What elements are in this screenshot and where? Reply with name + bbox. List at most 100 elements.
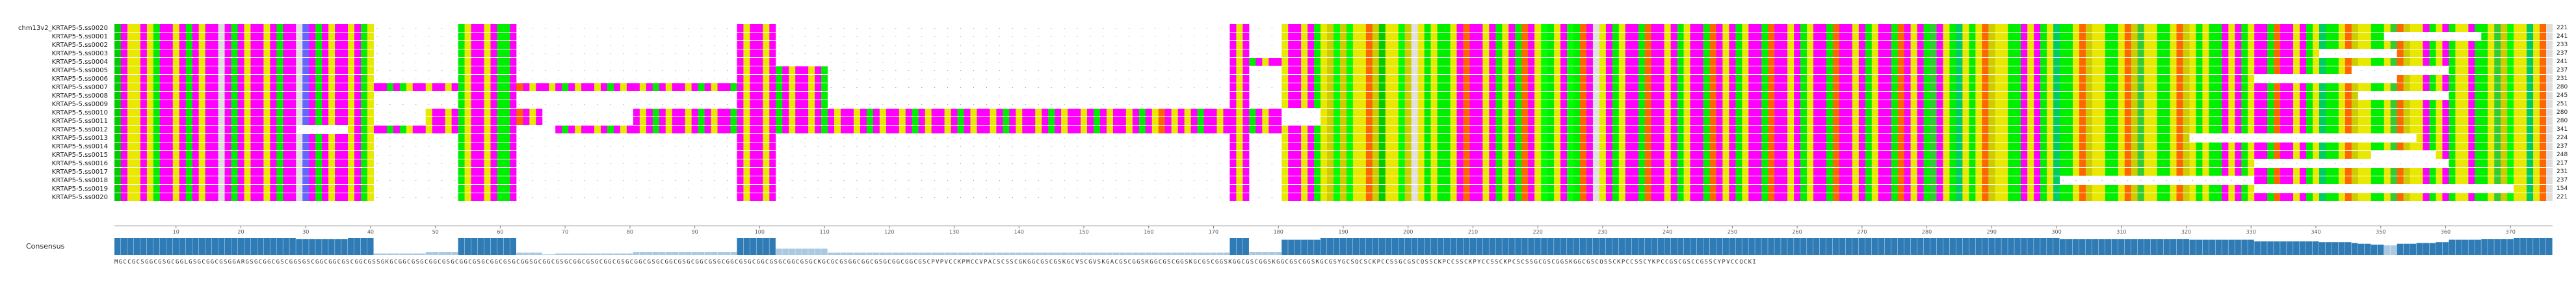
residue-cell (2105, 109, 2112, 116)
residue-cell (2501, 49, 2508, 57)
residue-cell (1988, 58, 1995, 66)
sequence-name[interactable]: KRTAP5-5.ss0005 (51, 67, 108, 74)
residue-cell (2241, 49, 2248, 57)
residue-cell (2351, 109, 2359, 116)
residue-cell (795, 92, 802, 100)
residue-cell (925, 100, 932, 108)
residue-cell (2274, 83, 2281, 91)
residue-cell (2111, 75, 2119, 83)
residue-cell (2533, 49, 2540, 57)
residue-cell (2319, 24, 2326, 32)
sequence-name[interactable]: KRTAP5-5.ss0013 (51, 135, 108, 142)
residue-cell (2449, 58, 2456, 66)
residue-cell (2533, 109, 2540, 116)
residue-cell (510, 117, 517, 125)
residue-cell (1638, 100, 1646, 108)
sequence-name[interactable]: KRTAP5-5.ss0020 (51, 194, 108, 201)
residue-cell (1321, 92, 1328, 100)
residue-cell (2488, 66, 2495, 74)
residue-cell (802, 66, 809, 74)
residue-cell (1930, 75, 1937, 83)
sequence-name[interactable]: KRTAP5-5.ss0007 (51, 84, 108, 91)
alignment-row[interactable] (114, 92, 2553, 100)
residue-cell (1437, 66, 1444, 74)
residue-cell (1826, 66, 1833, 74)
residue-cell (2403, 83, 2410, 91)
residue-cell (1314, 66, 1321, 74)
residue-cell (1314, 100, 1321, 108)
sequence-name[interactable]: KRTAP5-5.ss0018 (51, 177, 108, 184)
residue-cell (1508, 66, 1516, 74)
sequence-name[interactable]: KRTAP5-5.ss0016 (51, 160, 108, 167)
alignment-row[interactable] (114, 109, 2553, 116)
residue-cell (1042, 58, 1049, 66)
residue-cell (2371, 100, 2378, 108)
alignment-row[interactable] (114, 100, 2553, 108)
residue-cell (2170, 41, 2177, 49)
sequence-name[interactable]: KRTAP5-5.ss0019 (51, 185, 108, 193)
residue-cell (1430, 109, 1438, 116)
residue-cell (2150, 41, 2157, 49)
residue-cell (1599, 75, 1607, 83)
residue-cell (1962, 66, 1969, 74)
residue-cell (2488, 58, 2495, 66)
sequence-name[interactable]: KRTAP5-5.ss0002 (51, 42, 108, 49)
residue-cell (1567, 49, 1574, 57)
sequence-name[interactable]: KRTAP5-5.ss0017 (51, 169, 108, 176)
sequence-name[interactable]: KRTAP5-5.ss0001 (51, 33, 108, 40)
alignment-row[interactable] (114, 66, 2553, 74)
gap-dot (441, 53, 443, 54)
alignment-row[interactable] (114, 24, 2553, 32)
residue-cell (1016, 75, 1023, 83)
residue-cell (179, 58, 186, 66)
residue-cell (1385, 66, 1393, 74)
sequence-name[interactable]: KRTAP5-5.ss0004 (51, 59, 108, 66)
residue-cell (1748, 92, 1755, 100)
residue-cell (1547, 41, 1555, 49)
residue-cell (380, 58, 388, 66)
residue-cell (192, 92, 199, 100)
residue-cell (704, 24, 711, 32)
residue-cell (1735, 109, 1742, 116)
residue-cell (1703, 75, 1710, 83)
sequence-names-panel: chm13v2_KRTAP5-5.ss0020 KRTAP5-5.ss0001 KR… (0, 24, 111, 202)
sequence-name[interactable]: KRTAP5-5.ss0012 (51, 126, 108, 133)
residue-cell (1391, 41, 1399, 49)
residue-cell (1508, 83, 1516, 91)
residue-cell (2377, 66, 2384, 74)
residue-cell (2293, 33, 2300, 40)
residue-cell (2189, 24, 2196, 32)
sequence-name[interactable]: KRTAP5-5.ss0003 (51, 50, 108, 57)
alignment-row[interactable] (114, 117, 2553, 125)
sequence-name[interactable]: KRTAP5-5.ss0011 (51, 118, 108, 125)
residue-cell (302, 66, 309, 74)
residue-cell (2274, 24, 2281, 32)
residue-cell (536, 117, 543, 125)
alignment-row[interactable] (114, 58, 2553, 66)
sequence-name[interactable]: KRTAP5-5.ss0015 (51, 152, 108, 159)
residue-cell (678, 41, 685, 49)
residue-cell (2209, 92, 2216, 100)
residue-cell (205, 41, 212, 49)
residue-cell (490, 24, 497, 32)
residue-cell (1891, 24, 1898, 32)
residue-cell (1644, 92, 1651, 100)
residue-cell (1852, 41, 1860, 49)
residue-cell (1670, 33, 1677, 40)
sequence-name[interactable]: KRTAP5-5.ss0014 (51, 143, 108, 150)
alignment-row[interactable] (114, 41, 2553, 49)
residue-cell (1398, 92, 1405, 100)
alignment-row[interactable] (114, 49, 2553, 57)
residue-cell (2377, 33, 2384, 40)
sequence-name[interactable]: KRTAP5-5.ss0010 (51, 109, 108, 116)
alignment-row[interactable] (114, 33, 2553, 40)
sequence-name[interactable]: KRTAP5-5.ss0008 (51, 92, 108, 100)
residue-cell (1644, 33, 1651, 40)
alignment-row[interactable] (114, 75, 2553, 83)
sequence-name[interactable]: KRTAP5-5.ss0009 (51, 101, 108, 108)
alignment-row[interactable] (114, 83, 2553, 91)
alignment-grid[interactable] (114, 24, 2553, 202)
sequence-name[interactable]: chm13v2_KRTAP5-5.ss0020 (18, 25, 108, 32)
sequence-name[interactable]: KRTAP5-5.ss0006 (51, 75, 108, 83)
residue-cell (1411, 24, 1418, 32)
